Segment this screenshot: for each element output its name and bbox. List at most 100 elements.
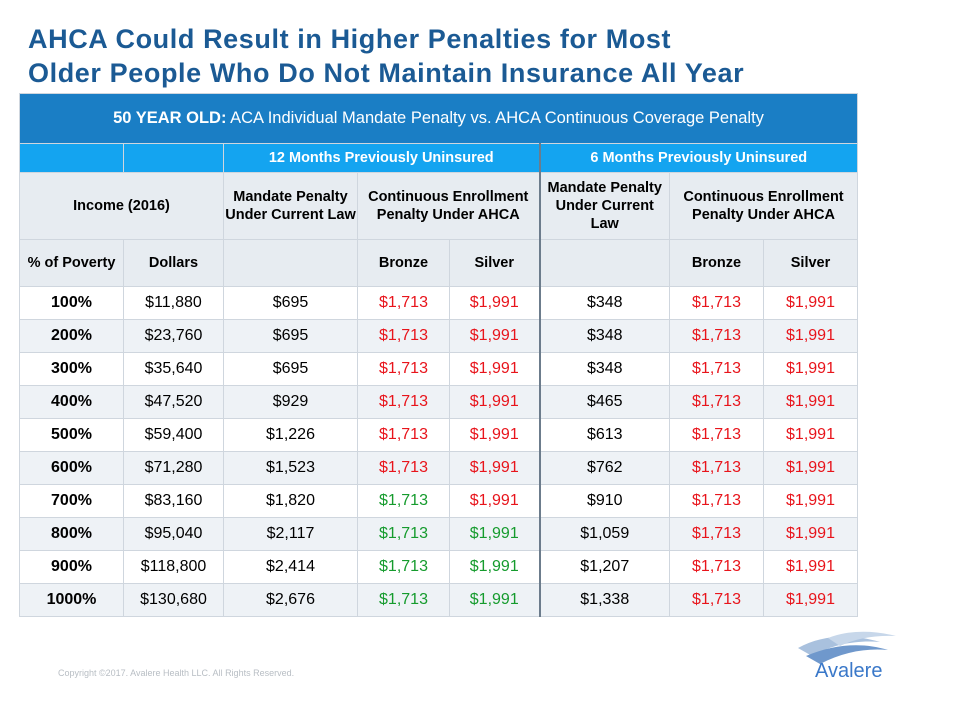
mandate-penalty-12: $2,414: [223, 550, 358, 584]
silver-penalty-12: $1,991: [449, 451, 541, 485]
table-body: 100% $11,880 $695 $1,713 $1,991 $348 $1,713 $1,…: [19, 286, 858, 617]
poverty-percent: 700%: [19, 484, 124, 518]
group-12-months: 12 Months Previously Uninsured: [223, 143, 541, 173]
mandate-penalty-6: $465: [539, 385, 670, 419]
silver-penalty-6: $1,991: [763, 385, 858, 419]
bronze-penalty-12: $1,713: [357, 583, 450, 617]
table-row: 200% $23,760 $695 $1,713 $1,991 $348 $1,713 $1,…: [19, 319, 858, 353]
bronze-penalty-6: $1,713: [669, 517, 764, 551]
bronze-penalty-6: $1,713: [669, 484, 764, 518]
table-row: 1000% $130,680 $2,676 $1,713 $1,991 $1,338 $1,…: [19, 583, 858, 617]
silver-penalty-12: $1,991: [449, 550, 541, 584]
silver-penalty-12: $1,991: [449, 484, 541, 518]
income-dollars: $23,760: [123, 319, 224, 353]
mandate-unit-6: [539, 239, 670, 287]
table-row: 400% $47,520 $929 $1,713 $1,991 $465 $1,713 $1,…: [19, 385, 858, 419]
poverty-percent: 600%: [19, 451, 124, 485]
table-row: 800% $95,040 $2,117 $1,713 $1,991 $1,059 $1,71…: [19, 517, 858, 551]
title-line-1: AHCA Could Result in Higher Penalties fo…: [28, 24, 672, 54]
income-dollars: $118,800: [123, 550, 224, 584]
income-dollars: $130,680: [123, 583, 224, 617]
mandate-penalty-12: $695: [223, 286, 358, 320]
poverty-percent: 400%: [19, 385, 124, 419]
silver-penalty-6: $1,991: [763, 451, 858, 485]
banner-age: 50 YEAR OLD:: [113, 109, 227, 127]
penalty-table: 50 YEAR OLD: ACA Individual Mandate Pena…: [19, 93, 858, 617]
income-dollars: $95,040: [123, 517, 224, 551]
bronze-penalty-12: $1,713: [357, 550, 450, 584]
silver-penalty-12: $1,991: [449, 385, 541, 419]
group-spacer-2: [123, 143, 224, 173]
bronze-penalty-6: $1,713: [669, 352, 764, 386]
mandate-penalty-12: $2,676: [223, 583, 358, 617]
slide-title: AHCA Could Result in Higher Penalties fo…: [28, 22, 888, 90]
mandate-penalty-6: $1,059: [539, 517, 670, 551]
bronze-penalty-12: $1,713: [357, 484, 450, 518]
income-dollars: $71,280: [123, 451, 224, 485]
mandate-penalty-6: $348: [539, 319, 670, 353]
bronze-penalty-12: $1,713: [357, 352, 450, 386]
mandate-penalty-12: $1,820: [223, 484, 358, 518]
mandate-penalty-6: $910: [539, 484, 670, 518]
banner-description: ACA Individual Mandate Penalty vs. AHCA …: [226, 109, 764, 127]
bronze-penalty-6: $1,713: [669, 583, 764, 617]
table-row: 900% $118,800 $2,414 $1,713 $1,991 $1,207 $1,7…: [19, 550, 858, 584]
bronze-penalty-6: $1,713: [669, 451, 764, 485]
mandate-penalty-6: $1,338: [539, 583, 670, 617]
silver-penalty-6: $1,991: [763, 517, 858, 551]
pct-header: % of Poverty: [19, 239, 124, 287]
bronze-penalty-6: $1,713: [669, 418, 764, 452]
poverty-percent: 800%: [19, 517, 124, 551]
bronze-penalty-12: $1,713: [357, 418, 450, 452]
silver-penalty-6: $1,991: [763, 550, 858, 584]
bronze-penalty-12: $1,713: [357, 451, 450, 485]
silver-penalty-12: $1,991: [449, 583, 541, 617]
mandate-unit-12: [223, 239, 358, 287]
table-row: 500% $59,400 $1,226 $1,713 $1,991 $613 $1,713 $…: [19, 418, 858, 452]
silver-penalty-12: $1,991: [449, 319, 541, 353]
silver-header-12: Silver: [449, 239, 541, 287]
silver-penalty-6: $1,991: [763, 583, 858, 617]
income-dollars: $59,400: [123, 418, 224, 452]
bronze-header-12: Bronze: [357, 239, 450, 287]
poverty-percent: 300%: [19, 352, 124, 386]
silver-penalty-12: $1,991: [449, 517, 541, 551]
mandate-penalty-12: $929: [223, 385, 358, 419]
continuous-header-12: Continuous Enrollment Penalty Under AHCA: [357, 172, 541, 240]
table-banner: 50 YEAR OLD: ACA Individual Mandate Pena…: [19, 93, 858, 144]
poverty-percent: 200%: [19, 319, 124, 353]
copyright-notice: Copyright ©2017. Avalere Health LLC. All…: [58, 668, 295, 678]
mandate-penalty-12: $1,523: [223, 451, 358, 485]
silver-penalty-12: $1,991: [449, 352, 541, 386]
silver-penalty-6: $1,991: [763, 352, 858, 386]
mandate-penalty-12: $695: [223, 319, 358, 353]
bronze-penalty-12: $1,713: [357, 319, 450, 353]
silver-penalty-12: $1,991: [449, 418, 541, 452]
table-row: 600% $71,280 $1,523 $1,713 $1,991 $762 $1,713 $…: [19, 451, 858, 485]
mandate-penalty-6: $348: [539, 352, 670, 386]
avalere-logo-icon: [798, 631, 896, 664]
logo-text: Avalere: [815, 660, 883, 682]
silver-penalty-6: $1,991: [763, 319, 858, 353]
silver-penalty-6: $1,991: [763, 418, 858, 452]
bronze-header-6: Bronze: [669, 239, 764, 287]
bronze-penalty-6: $1,713: [669, 550, 764, 584]
table-row: 100% $11,880 $695 $1,713 $1,991 $348 $1,713 $1,…: [19, 286, 858, 320]
mandate-penalty-6: $613: [539, 418, 670, 452]
mandate-penalty-12: $1,226: [223, 418, 358, 452]
bronze-penalty-6: $1,713: [669, 286, 764, 320]
silver-penalty-6: $1,991: [763, 484, 858, 518]
income-dollars: $11,880: [123, 286, 224, 320]
income-dollars: $47,520: [123, 385, 224, 419]
continuous-header-6: Continuous Enrollment Penalty Under AHCA: [669, 172, 858, 240]
mandate-penalty-12: $2,117: [223, 517, 358, 551]
table-row: 300% $35,640 $695 $1,713 $1,991 $348 $1,713 $1,…: [19, 352, 858, 386]
bronze-penalty-12: $1,713: [357, 286, 450, 320]
table-banner-row: 50 YEAR OLD: ACA Individual Mandate Pena…: [19, 93, 858, 144]
mandate-penalty-6: $1,207: [539, 550, 670, 584]
group-spacer-1: [19, 143, 124, 173]
dollars-header: Dollars: [123, 239, 224, 287]
poverty-percent: 900%: [19, 550, 124, 584]
poverty-percent: 1000%: [19, 583, 124, 617]
mandate-penalty-12: $695: [223, 352, 358, 386]
